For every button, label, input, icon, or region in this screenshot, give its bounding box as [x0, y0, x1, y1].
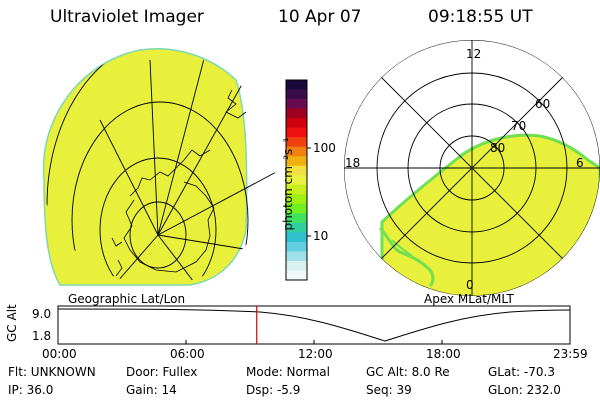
mlat-mlt-grid — [344, 40, 600, 296]
colorbar-swatch — [286, 213, 307, 224]
right-panel-label: Apex MLat/MLT — [424, 292, 514, 306]
mlt-label-0: 0 — [466, 278, 474, 292]
colorbar-unit-label: photon cm⁻²s⁻¹ — [281, 137, 295, 231]
colorbar-swatch — [286, 99, 307, 110]
left-panel-label: Geographic Lat/Lon — [68, 292, 186, 306]
mlt-label-12: 12 — [466, 47, 482, 61]
colorbar-swatch — [286, 184, 307, 195]
colorbar-label-10: 10 — [313, 229, 329, 243]
info-gc-alt: GC Alt: 8.0 Re — [366, 365, 450, 379]
coastlines — [111, 89, 247, 277]
auroral-arc-inner — [391, 239, 413, 257]
info-glon: GLon: 232.0 — [488, 383, 561, 397]
timeline-frame — [57, 305, 571, 345]
altitude-timeline — [57, 305, 571, 345]
timeline-xtick-1200: 12:00 — [298, 347, 333, 361]
colorbar-label-100: 100 — [313, 141, 336, 155]
timeline-ylabel: GC Alt — [5, 304, 19, 342]
timeline-xtick-0600: 06:00 — [170, 347, 205, 361]
image-date: 10 Apr 07 — [278, 7, 362, 27]
colorbar-swatch — [286, 137, 307, 148]
timeline-xtick-1800: 18:00 — [426, 347, 461, 361]
mlt-label-6: 6 — [576, 156, 584, 170]
app-title: Ultraviolet Imager — [50, 7, 204, 27]
colorbar-swatch — [286, 194, 307, 205]
info-flt: Flt: UNKNOWN — [8, 365, 96, 379]
info-ip: IP: 36.0 — [8, 383, 54, 397]
info-gain: Gain: 14 — [126, 383, 177, 397]
info-dsp: Dsp: -5.9 — [246, 383, 301, 397]
info-mode: Mode: Normal — [246, 365, 330, 379]
timeline-xtick-0000: 00:00 — [42, 347, 77, 361]
info-door: Door: Fullex — [126, 365, 198, 379]
colorbar-swatch — [286, 203, 307, 214]
info-seq: Seq: 39 — [366, 383, 412, 397]
left-emission-area — [42, 48, 248, 286]
colorbar-swatch — [286, 251, 307, 262]
colorbar — [285, 79, 311, 281]
colorbar-swatch — [286, 118, 307, 129]
colorbar-swatch — [286, 146, 307, 157]
mlat-label-70: 70 — [511, 119, 527, 133]
colorbar-swatch — [286, 260, 307, 271]
info-glat: GLat: -70.3 — [488, 365, 555, 379]
mlat-label-60: 60 — [535, 97, 551, 111]
timeline-ytick-low: 1.8 — [32, 329, 52, 343]
colorbar-swatch — [286, 175, 307, 186]
auroral-arc — [378, 226, 435, 288]
timeline-ytick-high: 9.0 — [32, 307, 52, 321]
colorbar-swatch — [286, 156, 307, 167]
mlat-label-80: 80 — [490, 141, 506, 155]
image-time: 09:18:55 UT — [428, 7, 533, 27]
colorbar-swatch — [286, 80, 307, 91]
colorbar-swatch — [286, 222, 307, 233]
timeline-xtick-2359: 23:59 — [553, 347, 588, 361]
colorbar-frame — [285, 79, 308, 281]
magnetic-image — [344, 40, 600, 296]
timeline-ticks — [57, 340, 571, 344]
auroral-oval — [380, 133, 600, 296]
colorbar-swatch — [286, 89, 307, 100]
colorbar-swatch — [286, 232, 307, 243]
colorbar-swatch — [286, 241, 307, 252]
colorbar-swatch — [286, 127, 307, 138]
colorbar-swatch — [286, 108, 307, 119]
altitude-curve — [57, 308, 571, 342]
geographic-image — [42, 48, 275, 286]
colorbar-swatch — [286, 165, 307, 176]
colorbar-swatch — [286, 270, 307, 281]
mlt-label-18: 18 — [345, 156, 361, 170]
